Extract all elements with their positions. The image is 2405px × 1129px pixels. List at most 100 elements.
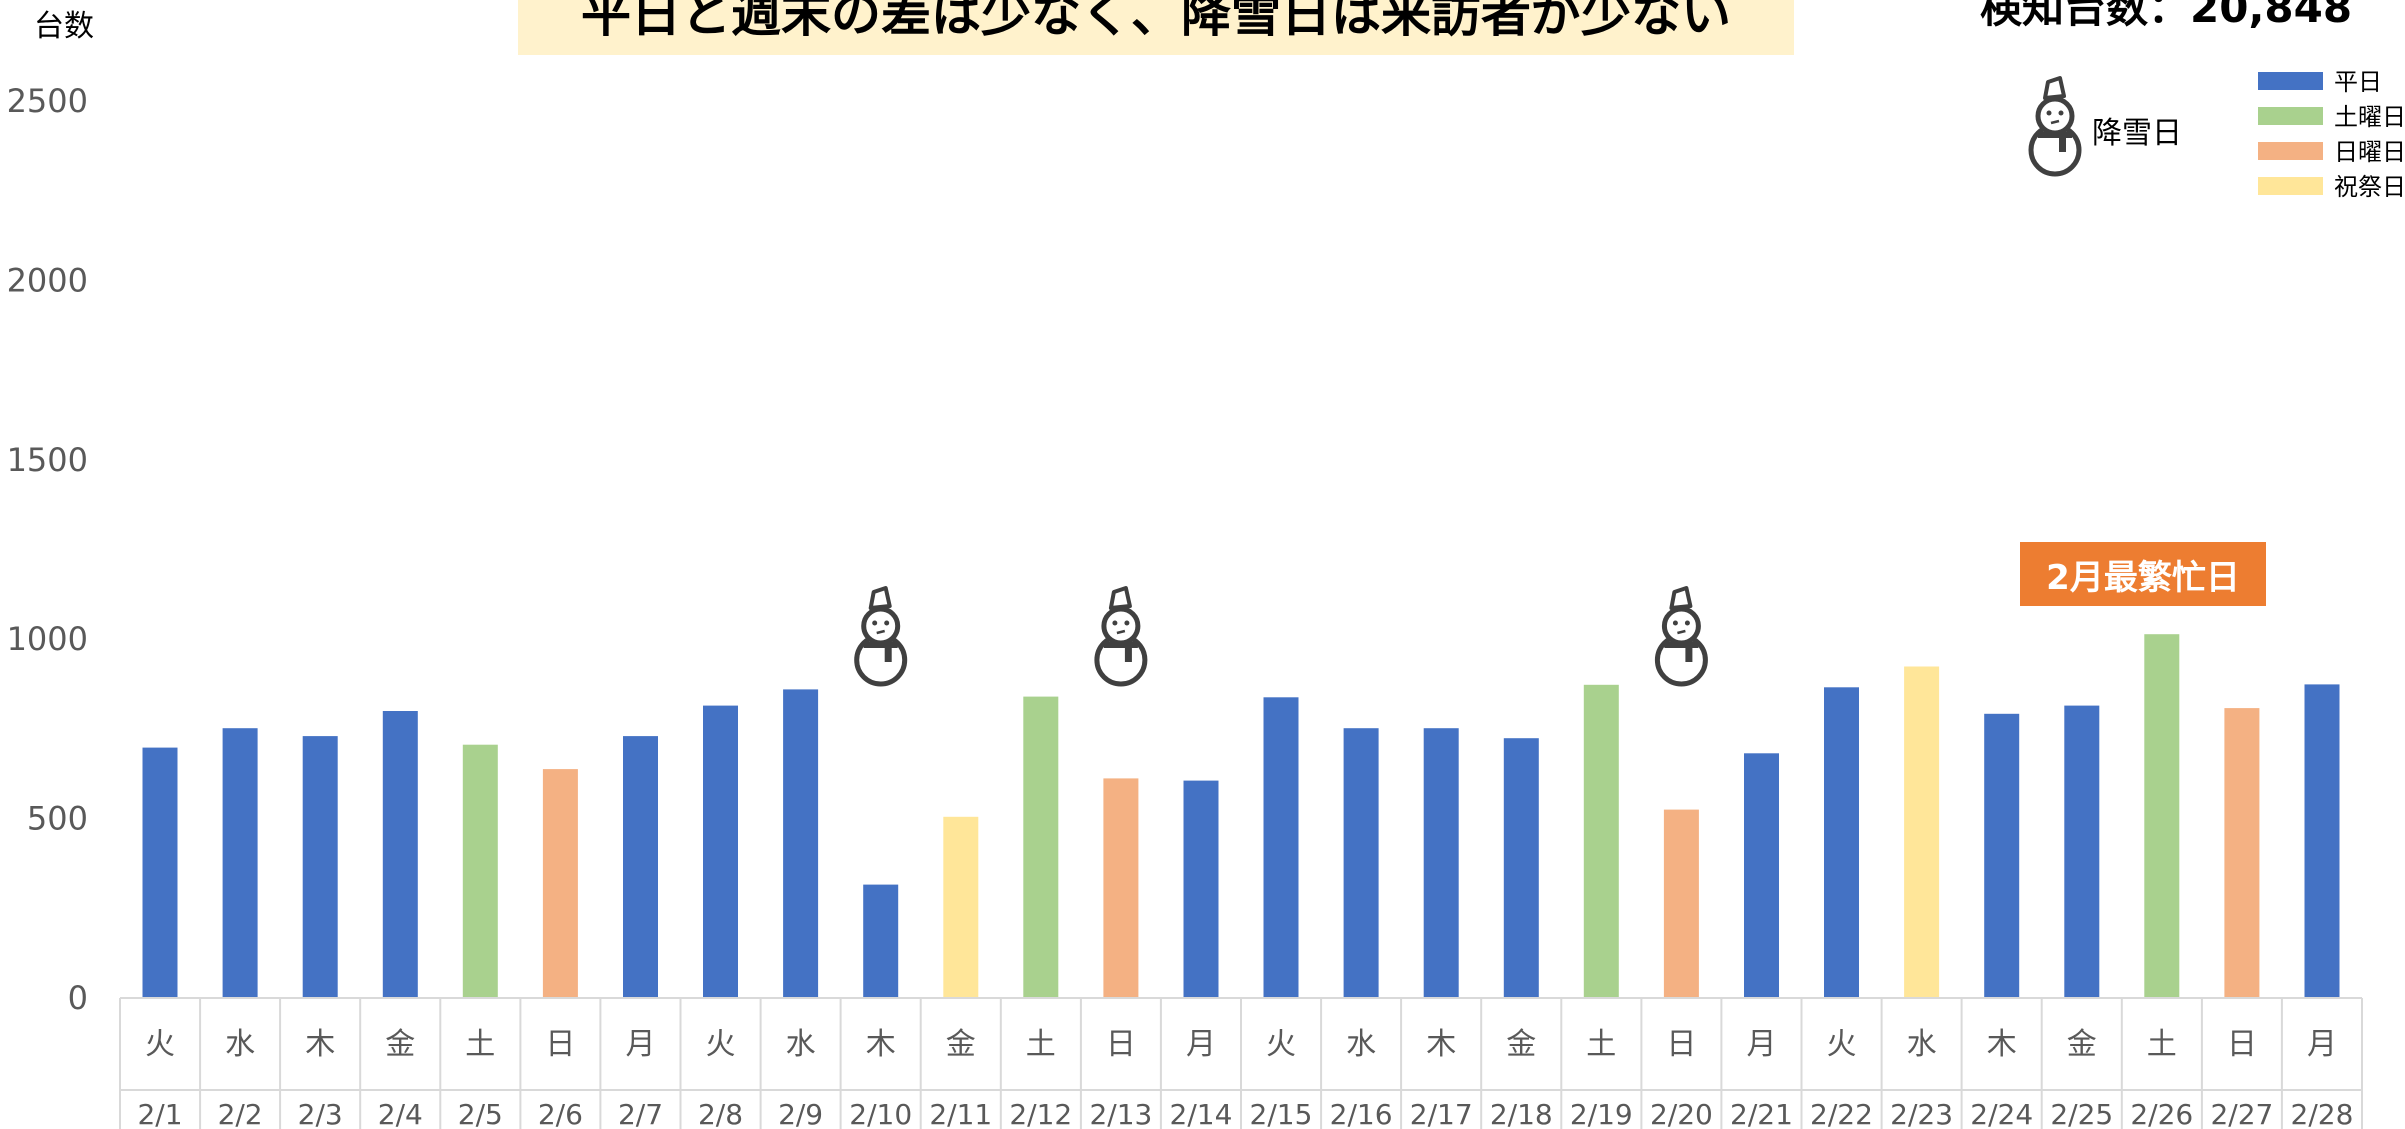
bar-2-22 [1824, 687, 1859, 998]
x-weekday-label: 木 [1987, 1027, 2017, 1062]
total-count: 検知台数：20,848 [1980, 0, 2353, 32]
x-weekday-label: 月 [1186, 1027, 1216, 1062]
x-date-label: 2/21 [1730, 1098, 1793, 1129]
x-date-label: 2/9 [778, 1098, 823, 1129]
x-weekday-label: 日 [1106, 1027, 1136, 1062]
bar-2-1 [142, 747, 178, 998]
x-weekday-label: 土 [2147, 1027, 2177, 1062]
y-tick-label: 2000 [7, 261, 88, 299]
bar-2-24 [1984, 713, 2020, 998]
snowman-icon [2031, 78, 2079, 174]
bar-2-4 [382, 711, 418, 998]
bar-2-7 [623, 736, 658, 998]
snowman-icon [1657, 588, 1705, 684]
legend-label-saturday: 土曜日 [2334, 103, 2405, 131]
y-tick-label: 1000 [7, 620, 88, 658]
x-date-label: 2/8 [698, 1098, 743, 1129]
bar-2-17 [1423, 728, 1459, 998]
x-date-label: 2/17 [1410, 1098, 1473, 1129]
x-date-label: 2/4 [378, 1098, 423, 1129]
snow-legend-label: 降雪日 [2092, 116, 2182, 151]
x-date-label: 2/26 [2130, 1098, 2193, 1129]
x-date-label: 2/15 [1250, 1098, 1313, 1129]
legend-label-holiday: 祝祭日 [2334, 173, 2405, 201]
x-weekday-label: 金 [385, 1027, 415, 1062]
x-weekday-label: 火 [1266, 1027, 1296, 1062]
x-weekday-label: 火 [145, 1027, 175, 1062]
x-weekday-label: 日 [1666, 1027, 1696, 1062]
legend-swatch-sunday [2258, 142, 2323, 160]
x-date-label: 2/3 [298, 1098, 343, 1129]
x-weekday-label: 金 [946, 1027, 976, 1062]
snowman-icon [1097, 588, 1145, 684]
x-date-label: 2/10 [849, 1098, 912, 1129]
x-date-label: 2/25 [2050, 1098, 2113, 1129]
x-weekday-label: 水 [1907, 1027, 1937, 1062]
bar-2-11 [943, 816, 979, 998]
x-date-label: 2/22 [1810, 1098, 1873, 1129]
chart-title: 平日と週末の差は少なく、降雪日は来訪者が少ない [581, 0, 1731, 43]
y-axis: 台数 0 500 1000 1500 2000 2500 [7, 9, 94, 1017]
legend-swatch-holiday [2258, 177, 2323, 195]
title-banner: 平日と週末の差は少なく、降雪日は来訪者が少ない [518, 0, 1794, 55]
x-date-label: 2/18 [1490, 1098, 1553, 1129]
x-date-label: 2/28 [2291, 1098, 2354, 1129]
y-axis-label: 台数 [34, 9, 94, 44]
bar-2-18 [1503, 738, 1539, 998]
legend-label-weekday: 平日 [2334, 68, 2382, 96]
x-weekday-label: 月 [626, 1027, 656, 1062]
x-axis: 火 2/1 水 2/2 木 2/3 金 2/4 土 2/5 日 2/6 月 2/7 火 2/8 水 2/9 木 2/1… [119, 997, 2363, 1129]
x-weekday-label: 土 [1026, 1027, 1056, 1062]
x-weekday-label: 火 [706, 1027, 736, 1062]
x-weekday-label: 水 [1346, 1027, 1376, 1062]
x-date-label: 2/16 [1330, 1098, 1393, 1129]
x-date-label: 2/27 [2210, 1098, 2273, 1129]
bar-2-13 [1103, 778, 1139, 998]
x-date-label: 2/1 [137, 1098, 182, 1129]
bars [142, 634, 2340, 998]
bar-2-19 [1583, 684, 1619, 998]
bar-2-10 [863, 884, 899, 998]
bar-2-27 [2224, 708, 2260, 998]
bar-2-12 [1023, 696, 1059, 998]
bar-2-15 [1263, 697, 1299, 998]
bar-2-14 [1183, 780, 1219, 998]
x-date-label: 2/6 [538, 1098, 583, 1129]
bar-2-16 [1343, 728, 1379, 998]
bar-2-21 [1744, 753, 1779, 998]
bar-2-3 [302, 736, 338, 998]
y-tick-label: 0 [68, 979, 88, 1017]
bar-2-28 [2304, 684, 2340, 998]
x-date-label: 2/13 [1089, 1098, 1152, 1129]
snowman-icon [857, 588, 905, 684]
x-date-label: 2/19 [1570, 1098, 1633, 1129]
busiest-day-callout: 2月最繁忙日 [2020, 542, 2266, 606]
bar-2-20 [1663, 809, 1699, 998]
x-weekday-label: 土 [1586, 1027, 1616, 1062]
legend-swatch-weekday [2258, 72, 2323, 90]
x-date-label: 2/24 [1970, 1098, 2033, 1129]
x-date-label: 2/5 [458, 1098, 503, 1129]
bar-2-23 [1904, 666, 1940, 998]
x-weekday-label: 金 [2067, 1027, 2097, 1062]
x-date-label: 2/14 [1170, 1098, 1233, 1129]
bar-2-5 [462, 744, 498, 998]
bar-2-26 [2144, 634, 2180, 998]
x-weekday-label: 月 [2307, 1027, 2337, 1062]
bar-2-2 [222, 728, 258, 998]
bar-2-6 [542, 769, 578, 998]
x-weekday-label: 土 [465, 1027, 495, 1062]
x-weekday-label: 木 [866, 1027, 896, 1062]
x-date-label: 2/20 [1650, 1098, 1713, 1129]
legend-swatch-saturday [2258, 107, 2323, 125]
x-date-label: 2/12 [1009, 1098, 1072, 1129]
x-weekday-label: 水 [786, 1027, 816, 1062]
x-weekday-label: 日 [2227, 1027, 2257, 1062]
x-date-label: 2/23 [1890, 1098, 1953, 1129]
x-date-label: 2/11 [929, 1098, 992, 1129]
x-weekday-label: 木 [1426, 1027, 1456, 1062]
x-weekday-label: 日 [545, 1027, 575, 1062]
bar-2-9 [783, 689, 819, 998]
y-tick-label: 500 [27, 800, 88, 838]
